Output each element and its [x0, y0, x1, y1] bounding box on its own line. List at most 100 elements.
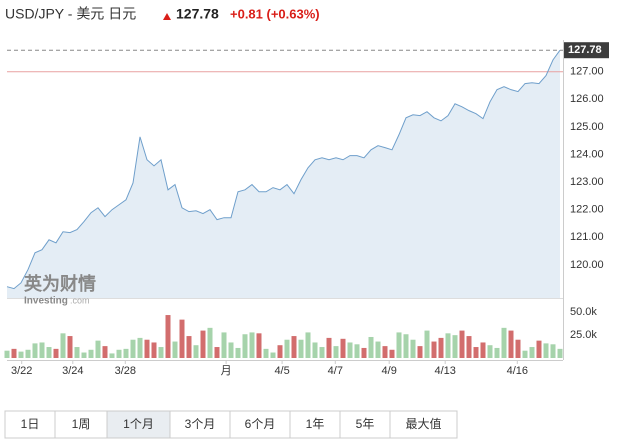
x-tick-label: 3/24: [62, 365, 83, 377]
volume-bar: [186, 336, 192, 358]
y-tick-label: 124.00: [570, 148, 604, 160]
volume-bar: [389, 349, 395, 358]
range-button-label[interactable]: 1个月: [123, 417, 154, 431]
volume-bar: [536, 340, 542, 358]
volume-bar: [60, 333, 66, 358]
range-button-label[interactable]: 3个月: [185, 417, 216, 431]
volume-bar: [207, 327, 213, 358]
volume-bar: [11, 348, 17, 358]
volume-bar: [396, 332, 402, 358]
last-price-box: [564, 42, 609, 59]
volume-bar: [375, 341, 381, 358]
volume-bar: [67, 336, 73, 358]
x-tick-label: 4/13: [434, 365, 455, 377]
volume-bar: [102, 346, 108, 358]
watermark: 英为财情: [23, 273, 96, 294]
volume-bar: [522, 350, 528, 358]
volume-bar: [46, 347, 52, 358]
x-tick-label: 3/28: [115, 365, 136, 377]
range-button[interactable]: [106, 410, 171, 439]
y-tick-label: 127.00: [570, 66, 604, 78]
x-tick-label: 月: [221, 365, 232, 377]
range-button[interactable]: [389, 410, 458, 439]
volume-bar: [263, 348, 269, 358]
range-button[interactable]: [339, 410, 391, 439]
volume-bar: [193, 345, 199, 358]
range-button-label[interactable]: 1日: [21, 417, 40, 431]
volume-bar: [424, 330, 430, 358]
volume-bar: [473, 347, 479, 358]
volume-bar: [291, 336, 297, 358]
volume-bar: [151, 342, 157, 358]
range-button-label[interactable]: 6个月: [245, 417, 276, 431]
volume-bar: [39, 342, 45, 358]
volume-bar: [25, 349, 31, 358]
volume-bar: [557, 348, 563, 358]
volume-bar: [144, 339, 150, 358]
y-axis: [563, 40, 564, 360]
y-tick-label: 123.00: [570, 176, 604, 188]
volume-bar: [74, 347, 80, 358]
range-button-label[interactable]: 1周: [72, 417, 91, 431]
volume-bar: [515, 339, 521, 358]
volume-bar: [417, 346, 423, 358]
volume-bar: [32, 343, 38, 358]
volume-bar: [494, 347, 500, 358]
volume-bar: [53, 348, 59, 358]
divider: [7, 298, 563, 299]
volume-bar: [242, 334, 248, 358]
volume-bar: [221, 332, 227, 358]
volume-bar: [445, 333, 451, 358]
volume-bar: [95, 340, 101, 358]
volume-bar: [403, 334, 409, 358]
volume-bar: [368, 336, 374, 358]
range-button-label[interactable]: 1年: [306, 417, 325, 431]
range-button[interactable]: [169, 410, 231, 439]
volume-bar: [137, 337, 143, 358]
x-tick-label: 4/9: [382, 365, 397, 377]
range-button-label[interactable]: 5年: [356, 417, 375, 431]
volume-bar: [298, 339, 304, 358]
price: 127.78: [176, 6, 219, 22]
x-tick-label: 4/5: [274, 365, 289, 377]
volume-bar: [340, 338, 346, 358]
title: USD/JPY - 美元 日元: [5, 6, 136, 22]
x-axis: [7, 360, 563, 361]
watermark: Investing: [24, 296, 68, 307]
up-arrow: [163, 13, 171, 20]
volume-bar: [354, 344, 360, 358]
volume-bar: [550, 344, 556, 358]
volume-bar: [158, 347, 164, 358]
volume-bar: [347, 342, 353, 358]
volume-bar: [18, 351, 24, 358]
range-button[interactable]: [54, 410, 108, 439]
volume-bar: [459, 330, 465, 358]
volume-bar: [214, 347, 220, 358]
volume-bar: [123, 348, 129, 358]
volume-bar: [256, 333, 262, 358]
volume-bar: [284, 339, 290, 358]
range-button[interactable]: [229, 410, 291, 439]
volume-bar: [81, 352, 87, 358]
volume-bar: [130, 339, 136, 358]
volume-bar: [109, 353, 115, 358]
y-tick-label: 122.00: [570, 204, 604, 216]
volume-bar: [270, 352, 276, 358]
volume-bar: [235, 347, 241, 358]
y-tick-label: 25.0k: [570, 329, 597, 341]
volume-bar: [382, 346, 388, 358]
y-tick-label: 50.0k: [570, 306, 597, 318]
volume-bar: [438, 337, 444, 358]
area-fill: [7, 50, 560, 298]
range-button[interactable]: [4, 410, 56, 439]
range-button-label[interactable]: 最大值: [405, 416, 441, 431]
volume-bar: [452, 335, 458, 358]
volume-bar: [410, 339, 416, 358]
volume-bar: [277, 345, 283, 358]
volume-bar: [4, 350, 10, 358]
x-tick-label: 3/22: [11, 365, 32, 377]
volume-bar: [88, 349, 94, 358]
y-tick-label: 120.00: [570, 259, 604, 271]
